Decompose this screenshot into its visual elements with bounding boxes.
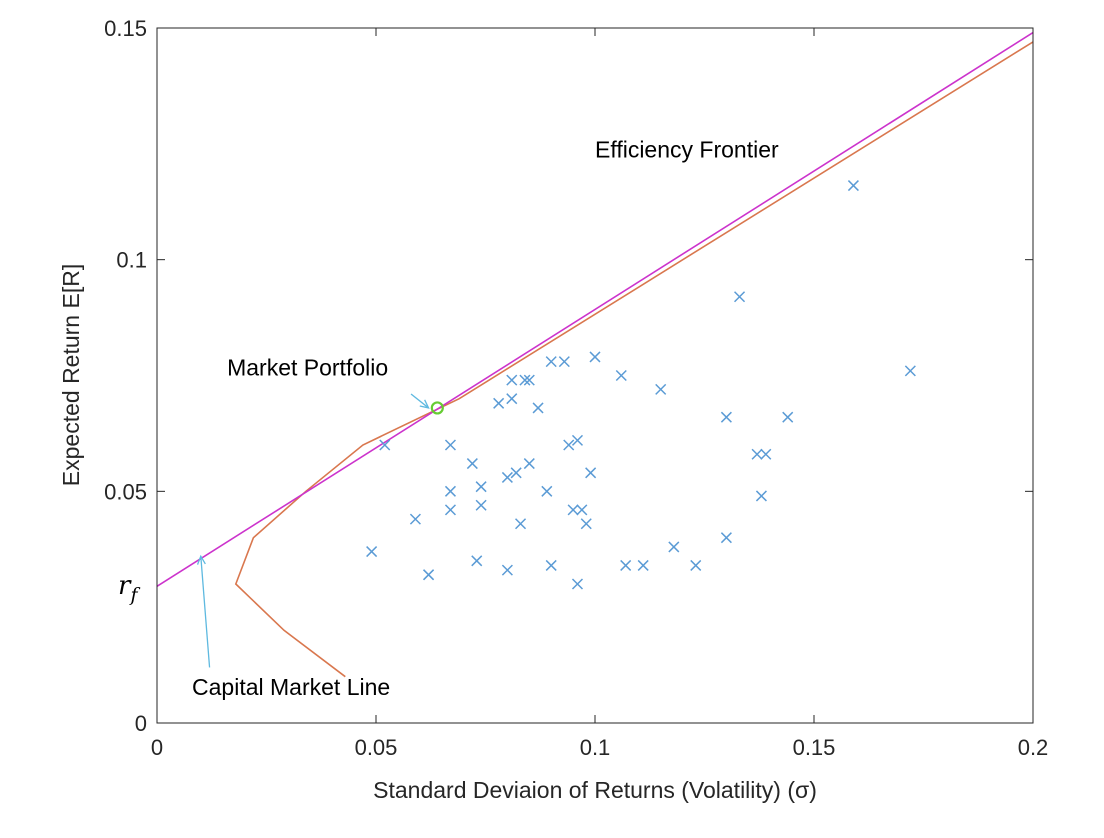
- market-portfolio-point: [430, 401, 444, 415]
- data-point: [563, 439, 575, 451]
- data-point: [541, 485, 553, 497]
- data-point: [545, 356, 557, 368]
- data-point: [782, 411, 794, 423]
- x-tick-label: 0.1: [580, 735, 611, 760]
- data-point: [466, 458, 478, 470]
- data-point: [571, 578, 584, 590]
- data-point: [379, 439, 391, 451]
- x-tick-label: 0: [151, 735, 163, 760]
- data-point: [615, 369, 627, 382]
- data-point: [751, 448, 763, 460]
- series-line: [156, 31, 1034, 587]
- data-point: [571, 434, 584, 446]
- data-point: [847, 180, 859, 192]
- data-point: [580, 518, 592, 530]
- x-tick-label: 0.15: [793, 735, 836, 760]
- data-point: [589, 351, 601, 363]
- data-point: [366, 546, 378, 558]
- data-point: [690, 559, 702, 571]
- annotation-arrow: [410, 393, 430, 409]
- data-point: [567, 504, 579, 516]
- data-point: [755, 490, 767, 502]
- data-point: [515, 518, 527, 530]
- arrow-shaft: [410, 393, 429, 409]
- data-point: [444, 485, 456, 497]
- data-point: [444, 439, 456, 451]
- data-point: [532, 402, 544, 414]
- x-tick-label: 0.05: [355, 735, 398, 760]
- annotations: Efficiency Frontier Market Portfolio Capit…: [192, 137, 779, 700]
- data-point: [523, 458, 535, 470]
- arrow-head: [419, 399, 430, 409]
- data-point: [668, 541, 680, 553]
- ticks: 0 0.05 0.1 0.15 0.2 0 0.05 0.1 0.15: [104, 16, 1048, 760]
- capital-market-line-label: Capital Market Line: [192, 674, 390, 700]
- y-tick-label: 0.15: [104, 16, 147, 41]
- arrow-head: [196, 554, 206, 565]
- data-point: [506, 393, 518, 405]
- data-point: [475, 481, 487, 493]
- efficiency-frontier-label: Efficiency Frontier: [595, 137, 779, 163]
- data-point: [585, 467, 597, 479]
- y-tick-label: 0.1: [116, 248, 147, 273]
- data-point: [655, 383, 667, 395]
- data-point: [519, 374, 531, 386]
- data-point: [523, 374, 535, 386]
- data-point: [637, 559, 649, 571]
- data-point: [409, 513, 421, 525]
- y-tick-label: 0.05: [104, 479, 147, 504]
- data-point: [444, 504, 456, 516]
- data-point: [510, 467, 522, 479]
- data-point: [720, 411, 732, 423]
- data-point: [501, 564, 513, 576]
- data-point: [545, 559, 557, 571]
- plot-area: [157, 28, 1033, 723]
- series-layer: [156, 31, 1034, 678]
- data-point: [576, 504, 588, 516]
- data-point: [760, 448, 772, 460]
- data-point: [558, 356, 570, 368]
- data-point: [471, 555, 483, 567]
- annotation-arrow: [196, 554, 211, 668]
- data-point: [501, 471, 513, 483]
- data-point: [904, 365, 916, 377]
- x-axis-label: Standard Deviaion of Returns (Volatility…: [373, 777, 817, 803]
- data-point: [720, 532, 732, 544]
- data-point: [620, 559, 632, 571]
- x-tick-label: 0.2: [1018, 735, 1049, 760]
- market-portfolio-label: Market Portfolio: [227, 355, 388, 381]
- y-tick-label: 0: [135, 711, 147, 736]
- risk-free-rate-label: rf: [118, 571, 140, 606]
- data-point: [493, 397, 505, 409]
- data-point: [506, 374, 518, 386]
- y-axis-label: Expected Return E[R]: [58, 264, 84, 486]
- data-point: [734, 291, 746, 303]
- data-point: [475, 499, 487, 511]
- arrow-shaft: [200, 556, 211, 668]
- data-point: [423, 569, 435, 581]
